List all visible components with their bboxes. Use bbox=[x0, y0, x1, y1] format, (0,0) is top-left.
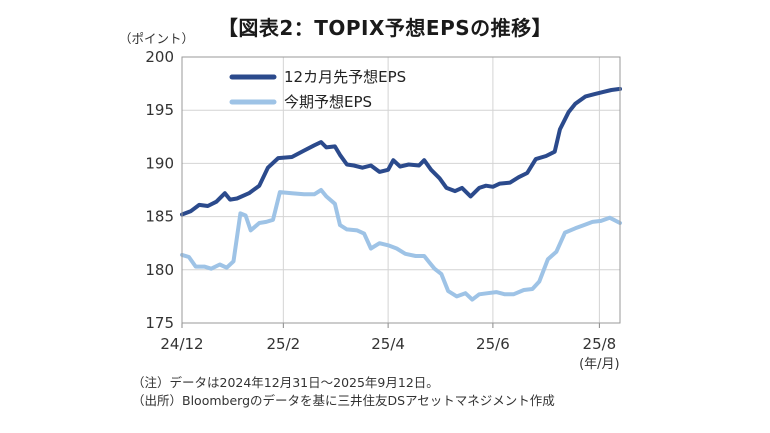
y-tick-label: 190 bbox=[145, 154, 174, 172]
x-tick-label: 25/8 bbox=[583, 335, 617, 353]
x-axis-unit-label: (年/月) bbox=[579, 357, 620, 372]
chart-title: 【図表2：TOPIX予想EPSの推移】 bbox=[217, 16, 553, 40]
legend-label: 12カ月先予想EPS bbox=[284, 68, 406, 86]
x-tick-label: 25/6 bbox=[476, 335, 510, 353]
plot-frame bbox=[181, 56, 621, 324]
footnote-source: （出所）Bloombergのデータを基に三井住友DSアセットマネジメント作成 bbox=[132, 393, 555, 408]
y-axis-unit-label: （ポイント） bbox=[119, 31, 195, 46]
y-tick-label: 180 bbox=[145, 261, 174, 279]
legend: 12カ月先予想EPS 今期予想EPS bbox=[229, 68, 406, 111]
series-line-12m-forward-eps bbox=[180, 86, 622, 217]
x-tick-label: 25/2 bbox=[266, 335, 300, 353]
series-lines bbox=[180, 86, 622, 302]
y-tick-label: 195 bbox=[145, 101, 174, 119]
series-line-current-term-eps bbox=[180, 188, 622, 302]
x-tick-label: 24/12 bbox=[160, 335, 203, 353]
y-tick-label: 200 bbox=[145, 48, 174, 66]
x-tick-label: 25/4 bbox=[371, 335, 405, 353]
footnote-period: （注）データは2024年12月31日～2025年9月12日。 bbox=[132, 375, 439, 390]
axes: 175 180 185 190 195 200 24/12 25/2 25/4 25/6 25/8 (… bbox=[145, 48, 621, 372]
y-tick-label: 175 bbox=[145, 314, 174, 332]
legend-label: 今期予想EPS bbox=[284, 93, 372, 111]
grid-lines bbox=[181, 56, 620, 324]
y-tick-label: 185 bbox=[145, 208, 174, 226]
